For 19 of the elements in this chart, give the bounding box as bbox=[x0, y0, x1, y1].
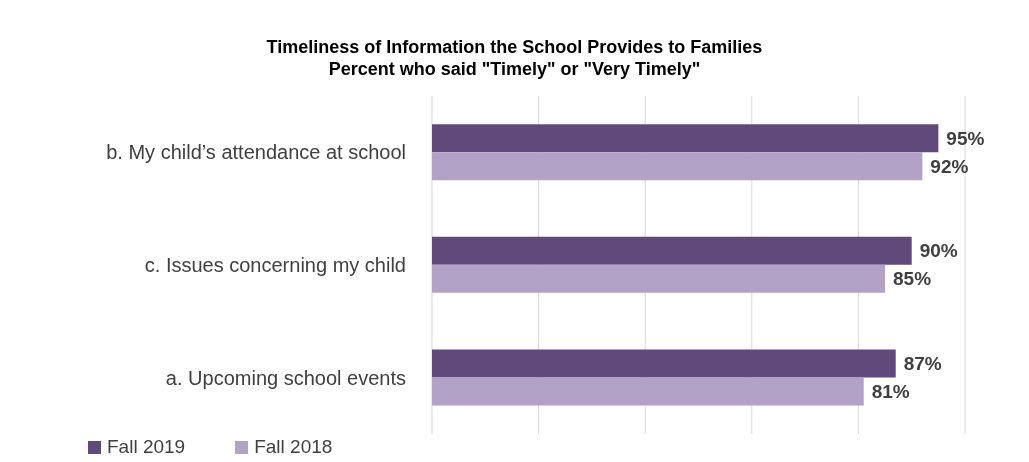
data-label: 81% bbox=[871, 381, 910, 403]
data-label: 87% bbox=[903, 353, 942, 375]
data-label: 85% bbox=[893, 268, 932, 290]
chart-subtitle: Percent who said "Timely" or "Very Timely" bbox=[327, 58, 702, 80]
legend-label: Fall 2018 bbox=[254, 436, 333, 458]
bar bbox=[432, 236, 912, 265]
bar bbox=[432, 377, 864, 406]
legend-label: Fall 2019 bbox=[107, 436, 186, 458]
y-tick-label: c. Issues concerning my child bbox=[144, 254, 406, 277]
data-label: 95% bbox=[946, 127, 985, 149]
data-label: 90% bbox=[919, 240, 958, 262]
bar bbox=[432, 349, 896, 378]
bar bbox=[432, 124, 939, 153]
y-tick-label: b. My child’s attendance at school bbox=[106, 141, 406, 164]
data-label: 92% bbox=[930, 155, 969, 177]
bar bbox=[432, 152, 923, 181]
chart-title: Timeliness of Information the School Provides to Families bbox=[265, 36, 764, 58]
bar bbox=[432, 264, 886, 293]
y-tick-label: a. Upcoming school events bbox=[165, 366, 406, 389]
